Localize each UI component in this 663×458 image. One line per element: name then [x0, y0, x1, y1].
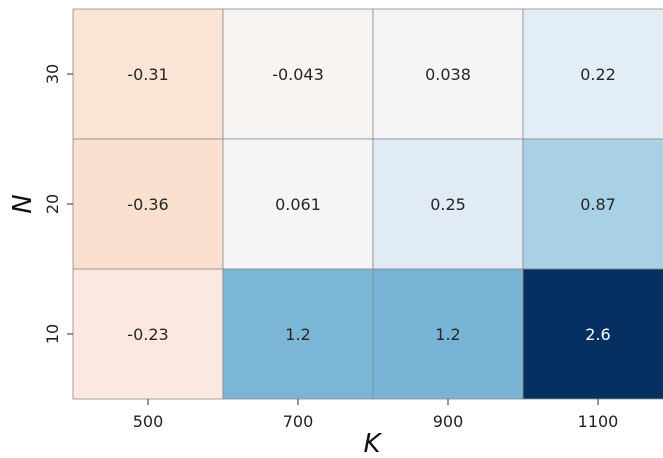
heatmap-cell: [522, 8, 663, 140]
heatmap-cell: [522, 138, 663, 270]
heatmap-cell: [72, 8, 224, 140]
heatmap-cell: [522, 268, 663, 400]
x-tick-label: 900: [433, 412, 464, 431]
cell-value-label: -0.23: [127, 325, 168, 344]
heatmap-cell: [222, 138, 374, 270]
heatmap-cell: [372, 138, 524, 270]
cell-value-label: 0.25: [430, 195, 466, 214]
cell-value-label: 1.2: [285, 325, 310, 344]
cell-value-label: -0.043: [272, 65, 324, 84]
y-tick-label: 10: [43, 324, 62, 344]
y-tick-label: 30: [43, 64, 62, 84]
cell-value-label: 1.2: [435, 325, 460, 344]
x-axis-label: K: [363, 429, 382, 458]
cell-value-label: 0.87: [580, 195, 616, 214]
x-tick-label: 500: [133, 412, 164, 431]
heatmap-annotations: -0.31 -0.043 0.038 0.22 -0.36 0.061 0.25 0.87 -0…: [127, 65, 616, 344]
y-axis-ticks: 30 20 10: [43, 64, 73, 344]
heatmap-cell: [72, 268, 224, 400]
x-axis-ticks: 500 700 900 1100: [133, 399, 619, 431]
heatmap-cell: [72, 138, 224, 270]
cell-value-label: -0.31: [127, 65, 168, 84]
heatmap-cell: [222, 268, 374, 400]
cell-value-label: -0.36: [127, 195, 168, 214]
heatmap-cells: [72, 8, 663, 400]
cell-value-label: 2.6: [585, 325, 610, 344]
cell-value-label: 0.061: [275, 195, 321, 214]
cell-value-label: 0.22: [580, 65, 616, 84]
heatmap-cell: [222, 8, 374, 140]
cell-value-label: 0.038: [425, 65, 471, 84]
heatmap-cell: [372, 8, 524, 140]
x-tick-label: 700: [283, 412, 314, 431]
y-tick-label: 20: [43, 194, 62, 214]
y-axis-label: N: [8, 194, 38, 213]
x-tick-label: 1100: [578, 412, 619, 431]
